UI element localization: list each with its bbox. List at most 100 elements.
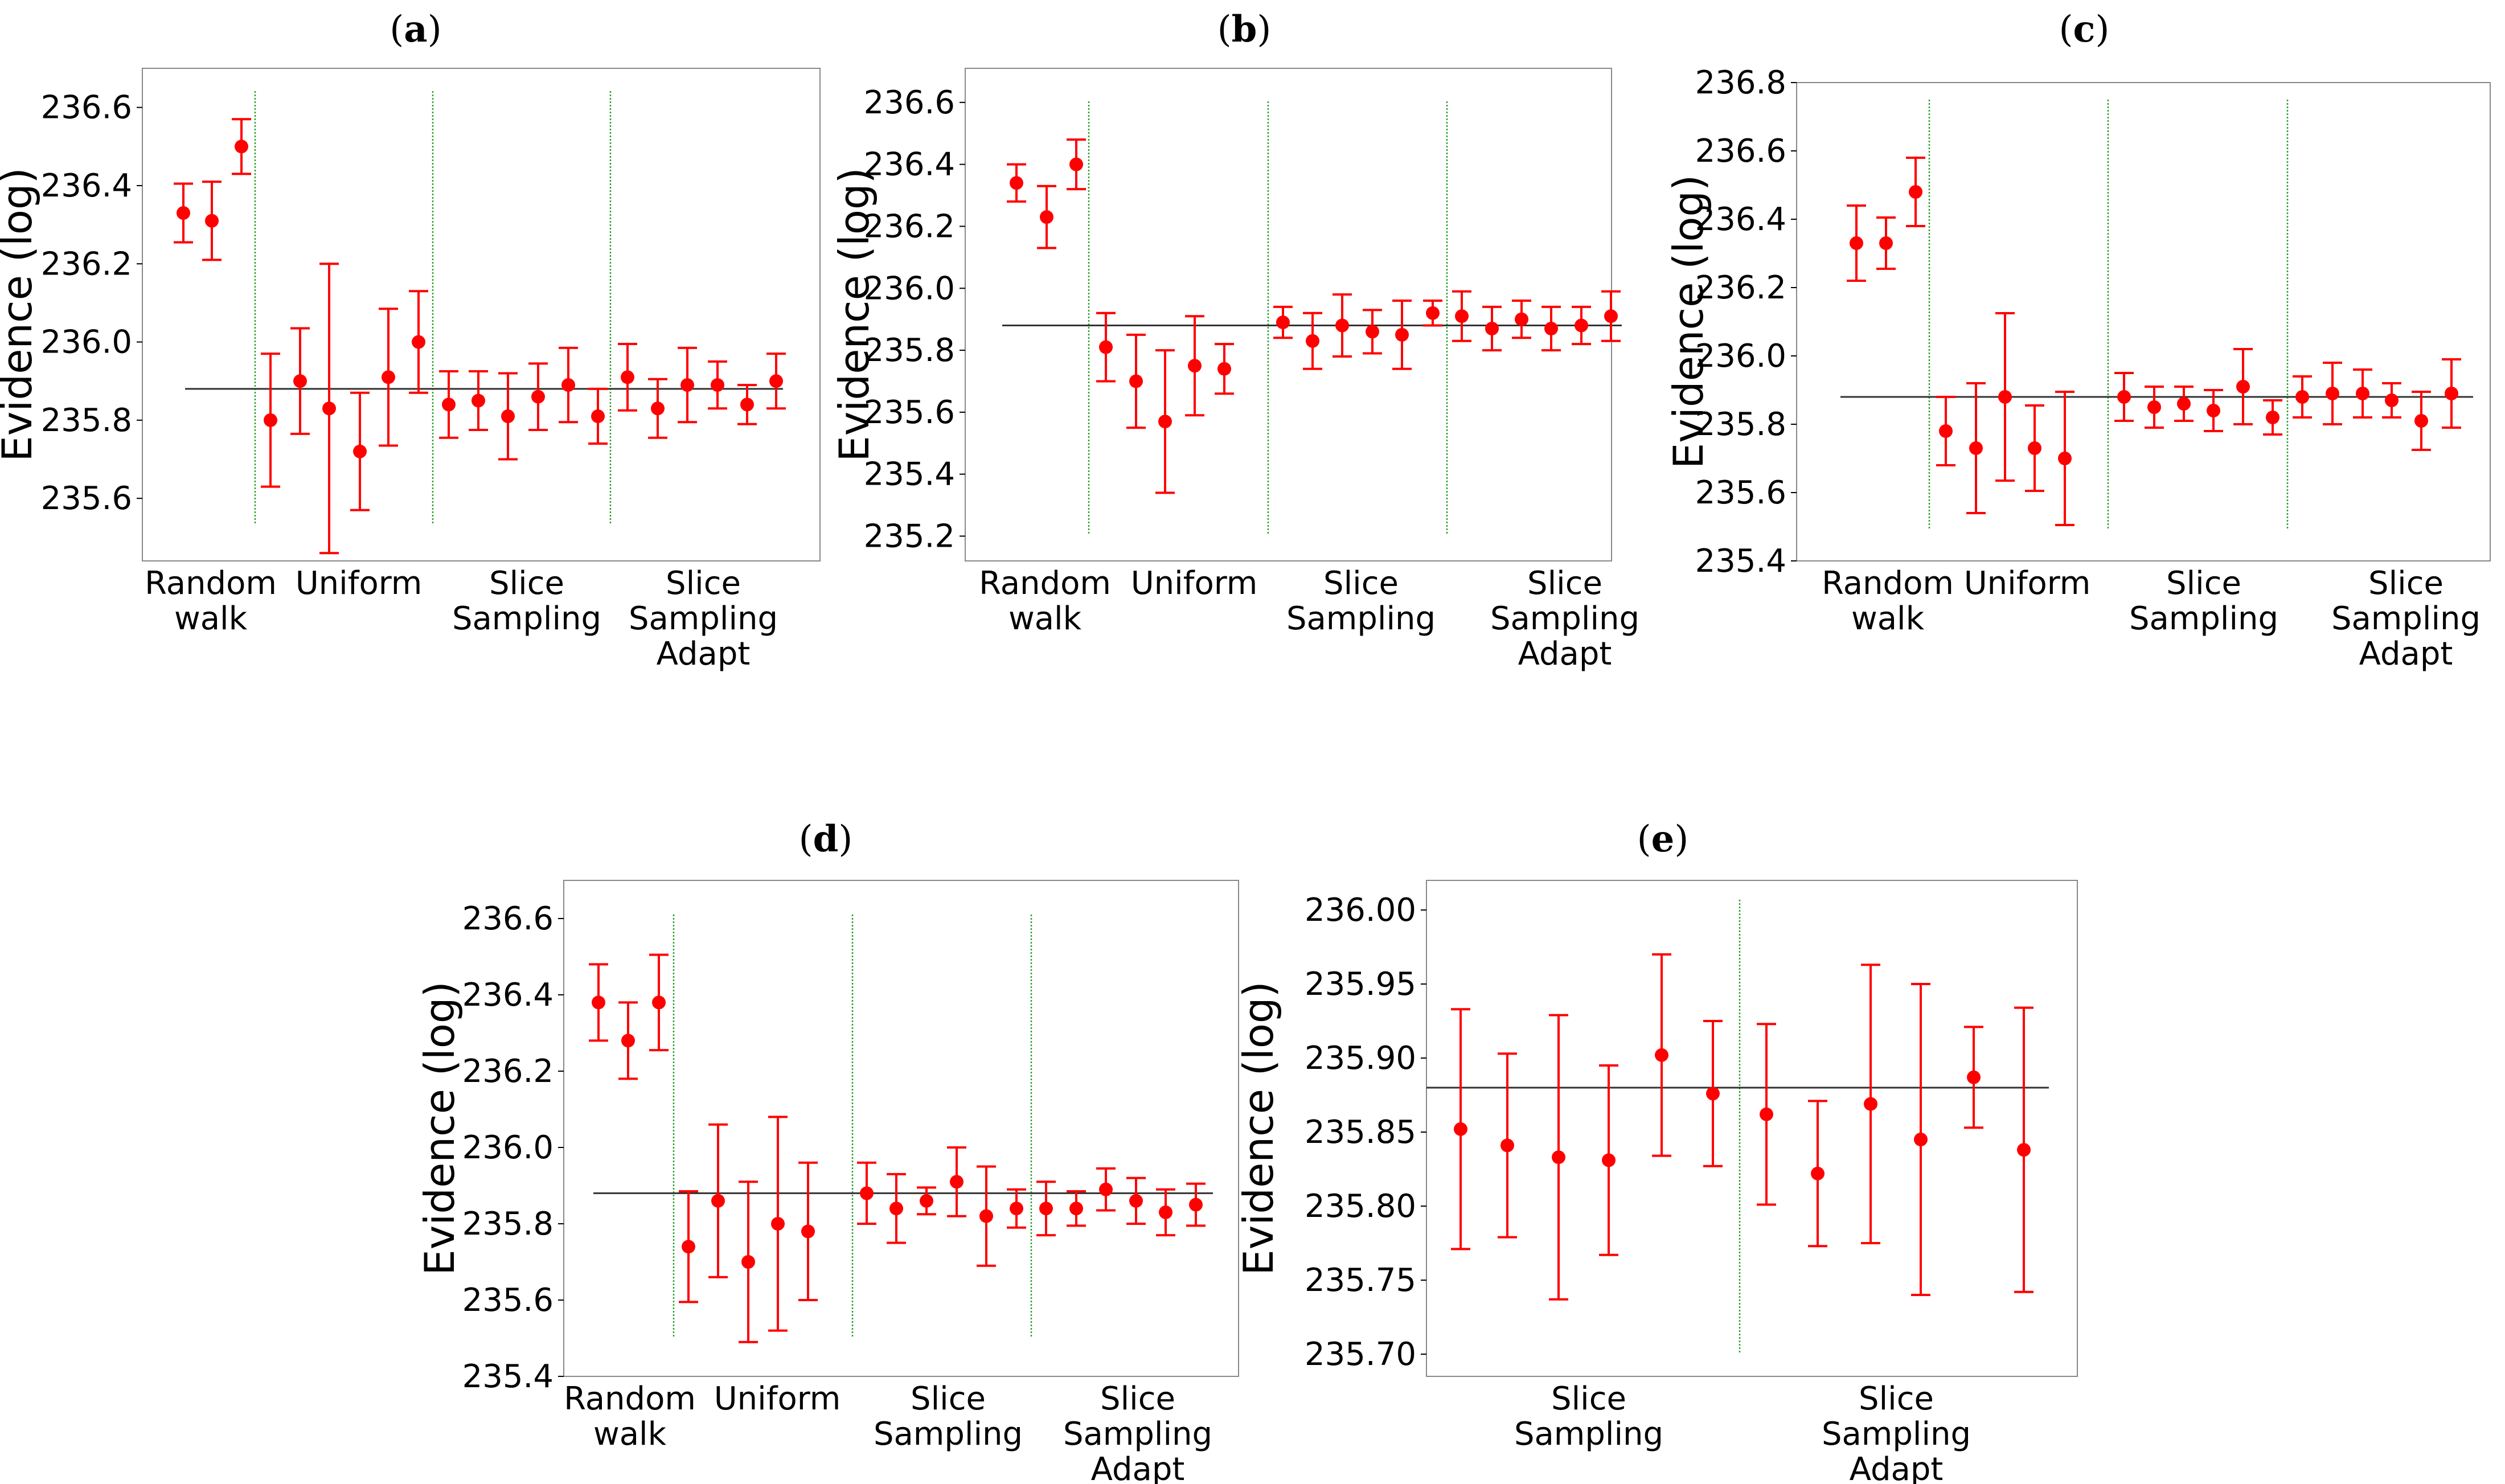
data-point — [1455, 309, 1469, 323]
data-point — [1099, 340, 1113, 354]
y-axis-label: Evidence (log) — [830, 167, 878, 461]
category-label: Slice — [2166, 565, 2241, 602]
category-label: Sampling — [2129, 600, 2278, 637]
panel-e: 235.70 235.75 235.80 235.85 235.90 235.95 236.… — [1235, 880, 2078, 1484]
category-label: Uniform — [1964, 565, 2091, 602]
data-point — [769, 374, 783, 388]
category-label: Adapt — [1091, 1451, 1185, 1484]
data-point — [1276, 315, 1290, 330]
category-label: Random — [564, 1380, 696, 1417]
category-label: Slice — [2368, 565, 2443, 602]
y-axis-label: Evidence (log) — [416, 981, 464, 1275]
data-point — [680, 378, 694, 392]
data-point — [1969, 441, 1983, 455]
data-point — [1706, 1087, 1720, 1101]
data-point — [1811, 1166, 1825, 1180]
data-point — [2177, 397, 2191, 411]
data-point — [1760, 1107, 1773, 1121]
data-point — [1335, 318, 1349, 333]
category-label: Sampling — [874, 1416, 1023, 1453]
plot-frame — [563, 880, 1239, 1377]
y-tick-label: 236.4 — [1695, 201, 1786, 238]
category-label: Random — [145, 565, 277, 602]
category-label: Uniform — [1131, 565, 1258, 602]
data-point — [293, 374, 307, 388]
data-point — [1129, 1194, 1143, 1208]
y-tick-label: 236.0 — [1695, 338, 1786, 375]
category-label: Uniform — [296, 565, 423, 602]
panel-d: 235.4 235.6 235.8 236.0 236.2 236.4 236.6 Evide… — [416, 880, 1239, 1484]
y-tick-label: 236.2 — [1695, 269, 1786, 306]
data-point — [1395, 327, 1409, 342]
data-point — [1129, 374, 1143, 388]
y-tick-label: 235.70 — [1305, 1336, 1416, 1373]
data-point — [1188, 359, 1202, 373]
data-point — [1217, 362, 1231, 376]
data-point — [1864, 1097, 1877, 1111]
data-point — [591, 409, 605, 423]
data-point — [235, 140, 248, 154]
data-point — [2207, 404, 2220, 417]
data-point — [1939, 424, 1953, 438]
y-tick-label: 235.8 — [462, 1206, 554, 1243]
category-label: Sampling — [1490, 600, 1639, 637]
category-label: Adapt — [2359, 636, 2453, 673]
y-axis-label: Evidence (log) — [1235, 981, 1282, 1275]
panel-title-a: (a) — [390, 8, 442, 51]
data-point — [1039, 1202, 1053, 1216]
data-point — [2414, 414, 2428, 428]
y-tick-label: 235.4 — [462, 1358, 554, 1395]
y-tick-label: 235.2 — [864, 518, 955, 555]
plot-frame — [1426, 880, 2078, 1377]
data-point — [771, 1217, 785, 1231]
y-tick-label: 236.6 — [1695, 133, 1786, 170]
data-point — [979, 1209, 993, 1223]
y-tick-label: 236.0 — [864, 270, 955, 307]
y-tick-label: 236.6 — [41, 89, 132, 126]
data-point — [621, 370, 634, 384]
category-label: walk — [593, 1416, 667, 1453]
category-label: Adapt — [1518, 636, 1612, 673]
category-label: Sampling — [452, 600, 601, 637]
panel-b: 235.2 235.4 235.6 235.8 236.0 236.2 236.4 236.6… — [830, 68, 1639, 673]
data-point — [920, 1194, 933, 1208]
data-point — [682, 1240, 695, 1254]
data-point — [1485, 321, 1499, 335]
data-point — [1500, 1138, 1514, 1153]
data-point — [322, 401, 336, 416]
plot-frame — [142, 68, 821, 561]
data-point — [740, 397, 754, 412]
data-point — [860, 1186, 874, 1200]
data-point — [1998, 390, 2012, 404]
data-point — [1655, 1048, 1668, 1062]
data-point — [264, 413, 277, 427]
data-point — [889, 1202, 903, 1216]
y-tick-label: 236.4 — [41, 167, 132, 204]
category-label: Slice — [1100, 1380, 1175, 1417]
y-tick-label: 236.2 — [462, 1053, 554, 1090]
panel-title-e: (e) — [1637, 818, 1689, 860]
panel-title-b: (b) — [1217, 8, 1272, 51]
data-point — [950, 1175, 964, 1189]
y-tick-label: 236.6 — [462, 900, 554, 937]
panel-a: 235.6 235.8 236.0 236.2 236.4 236.6 Evidence (… — [0, 68, 821, 673]
data-point — [353, 444, 367, 458]
data-point — [1010, 176, 1023, 190]
y-tick-label: 236.4 — [864, 146, 955, 183]
data-point — [1426, 306, 1440, 320]
y-tick-label: 235.8 — [864, 332, 955, 369]
data-point — [1306, 334, 1319, 348]
data-point — [2266, 411, 2279, 424]
y-tick-label: 235.8 — [41, 402, 132, 439]
y-tick-label: 235.6 — [462, 1282, 554, 1319]
data-point — [2385, 393, 2399, 407]
data-point — [711, 378, 724, 392]
y-tick-label: 235.90 — [1305, 1040, 1416, 1077]
data-point — [1914, 1133, 1928, 1146]
data-point — [2058, 452, 2072, 465]
category-label: Slice — [1551, 1380, 1626, 1417]
data-point — [1909, 185, 1922, 199]
y-tick-label: 235.85 — [1305, 1114, 1416, 1151]
data-point — [501, 409, 515, 423]
